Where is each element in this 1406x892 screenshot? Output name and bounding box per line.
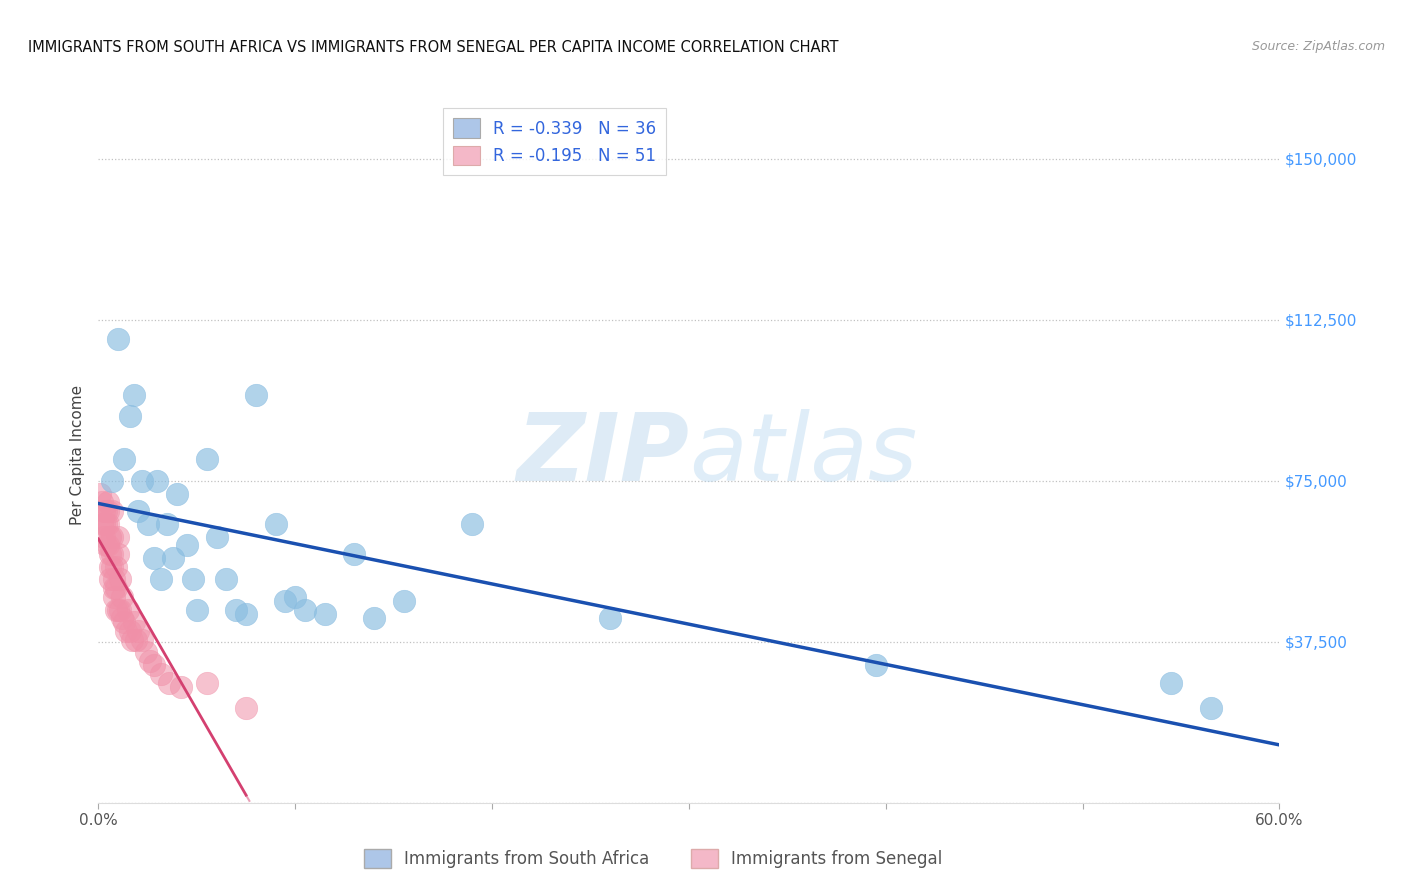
Point [105, 602, 128, 616]
Point [105, 559, 128, 574]
Point [107, 602, 129, 616]
Point [97, 516, 120, 531]
Legend: Immigrants from South Africa, Immigrants from Senegal: Immigrants from South Africa, Immigrants… [357, 842, 949, 874]
Point [91, 495, 114, 509]
Point [118, 409, 141, 424]
Point [108, 602, 131, 616]
Point [97, 495, 120, 509]
Point [96, 516, 118, 531]
Point [245, 388, 267, 402]
Point [150, 573, 173, 587]
Point [93, 516, 115, 531]
Point [150, 667, 173, 681]
Point [131, 632, 153, 647]
Point [225, 602, 247, 616]
Point [170, 680, 193, 694]
Point [215, 573, 238, 587]
Point [314, 607, 336, 621]
Y-axis label: Per Capita Income: Per Capita Income [70, 384, 86, 525]
Point [865, 658, 887, 673]
Point [235, 607, 257, 621]
Point [181, 573, 204, 587]
Point [235, 701, 257, 715]
Point [91, 516, 114, 531]
Point [135, 645, 157, 659]
Text: ZIP: ZIP [516, 409, 689, 501]
Point [142, 658, 165, 673]
Point [89, 486, 111, 500]
Point [96, 538, 118, 552]
Point [105, 581, 128, 595]
Point [96, 504, 118, 518]
Point [122, 388, 145, 402]
Point [111, 611, 134, 625]
Point [392, 594, 415, 608]
Point [186, 602, 208, 616]
Text: Source: ZipAtlas.com: Source: ZipAtlas.com [1251, 40, 1385, 54]
Point [98, 559, 121, 574]
Text: IMMIGRANTS FROM SOUTH AFRICA VS IMMIGRANTS FROM SENEGAL PER CAPITA INCOME CORREL: IMMIGRANTS FROM SOUTH AFRICA VS IMMIGRAN… [28, 40, 838, 55]
Point [461, 516, 484, 531]
Point [118, 624, 141, 638]
Point [284, 590, 307, 604]
Point [146, 474, 169, 488]
Point [343, 547, 366, 561]
Point [107, 547, 129, 561]
Point [98, 547, 121, 561]
Point [103, 590, 125, 604]
Point [101, 559, 124, 574]
Point [599, 611, 621, 625]
Point [131, 474, 153, 488]
Point [142, 551, 165, 566]
Point [264, 516, 287, 531]
Point [127, 624, 149, 638]
Point [157, 675, 180, 690]
Point [108, 573, 131, 587]
Point [115, 624, 138, 638]
Point [162, 551, 184, 566]
Point [195, 452, 218, 467]
Point [101, 474, 124, 488]
Point [101, 504, 124, 518]
Point [98, 529, 121, 543]
Point [103, 581, 125, 595]
Point [107, 529, 129, 543]
Point [111, 590, 134, 604]
Point [156, 516, 179, 531]
Text: atlas: atlas [689, 409, 917, 500]
Point [101, 529, 124, 543]
Point [117, 602, 139, 616]
Point [176, 538, 198, 552]
Point [1199, 701, 1222, 715]
Point [112, 452, 135, 467]
Point [101, 547, 124, 561]
Point [138, 654, 160, 668]
Point [122, 615, 145, 630]
Point [127, 504, 149, 518]
Point [125, 632, 148, 647]
Point [136, 516, 159, 531]
Point [294, 602, 316, 616]
Point [93, 529, 115, 543]
Point [93, 504, 115, 518]
Point [97, 538, 120, 552]
Point [195, 675, 218, 690]
Point [1160, 675, 1182, 690]
Point [98, 573, 121, 587]
Point [97, 504, 120, 518]
Point [103, 573, 125, 587]
Point [166, 486, 188, 500]
Point [274, 594, 297, 608]
Point [112, 615, 135, 630]
Point [121, 632, 143, 647]
Point [363, 611, 385, 625]
Point [205, 529, 228, 543]
Point [107, 332, 129, 346]
